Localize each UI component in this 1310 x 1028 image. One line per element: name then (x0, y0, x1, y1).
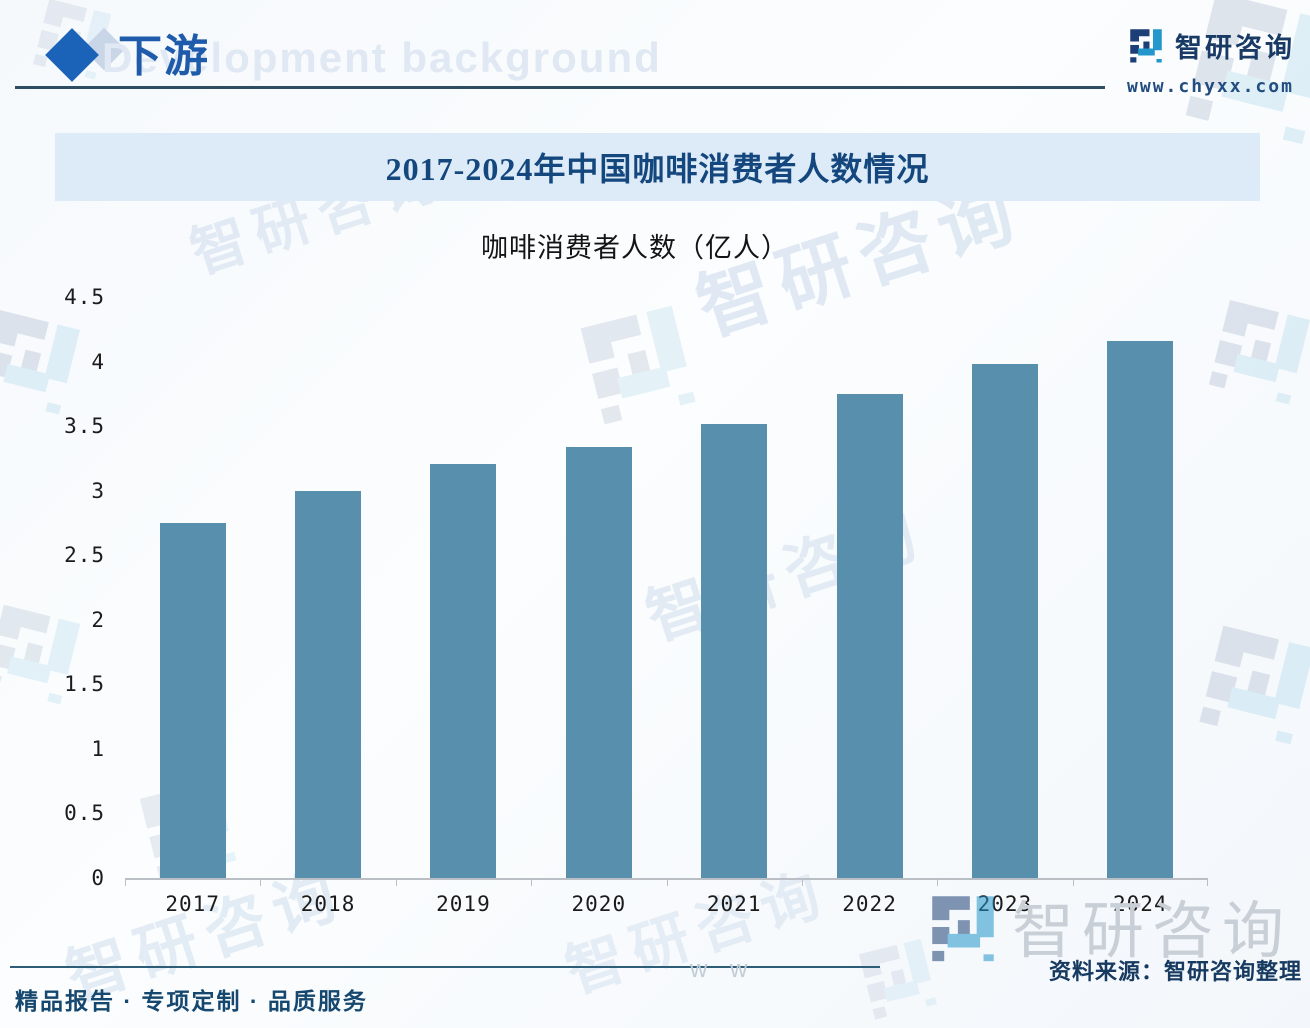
y-axis-labels: 0 0.5 1 1.5 2 2.5 3 3.5 4 4.5 (20, 285, 105, 890)
bar-2019 (430, 463, 497, 878)
chart-banner-title: 2017-2024年中国咖啡消费者人数情况 (385, 151, 930, 187)
x-tick-label: 2023 (977, 892, 1033, 916)
x-axis-tick (801, 880, 803, 886)
bar-2020 (565, 446, 632, 878)
x-axis-tick (937, 880, 939, 886)
bar-2024 (1107, 340, 1174, 878)
x-axis-tick (125, 880, 126, 886)
y-tick-label: 3.5 (64, 414, 105, 439)
x-tick-label: 2022 (842, 892, 897, 916)
title-banner: 2017-2024年中国咖啡消费者人数情况 (55, 133, 1260, 201)
bar-2021 (701, 423, 768, 878)
chart-title: 咖啡消费者人数（亿人） (481, 233, 789, 263)
y-tick-label: 2.5 (64, 543, 105, 568)
bar-2017 (159, 522, 226, 878)
x-axis-line (125, 878, 1208, 880)
y-tick-label: 4.5 (64, 285, 105, 309)
y-tick-label: 1 (91, 736, 105, 761)
y-tick-label: 1.5 (64, 672, 105, 697)
brand-watermark-icon (1193, 283, 1310, 416)
y-tick-label: 4 (91, 349, 105, 374)
y-tick-label: 3 (91, 478, 105, 503)
x-axis-tick (1072, 880, 1074, 886)
x-axis-tick (1207, 880, 1208, 886)
x-tick-label: 2018 (300, 892, 356, 916)
brand-watermark-icon (21, 0, 124, 89)
y-tick-label: 2 (91, 607, 105, 632)
x-tick-label: 2017 (165, 892, 220, 916)
y-tick-label: 0.5 (64, 801, 105, 826)
x-axis-tick (260, 880, 262, 886)
plot-area: 2017 2018 2019 2020 2021 2022 2023 2024 (125, 297, 1208, 916)
x-axis-tick (666, 880, 668, 886)
x-tick-label: 2019 (436, 892, 491, 916)
bar-2023 (971, 364, 1038, 878)
x-tick-label: 2021 (706, 892, 762, 916)
y-tick-label: 0 (91, 866, 105, 890)
brand-watermark-icon (846, 926, 949, 1028)
x-axis-tick (531, 880, 533, 886)
bar-2022 (836, 393, 903, 878)
bar-2018 (295, 490, 362, 878)
x-tick-label: 2020 (571, 892, 627, 916)
x-tick-label: 2024 (1113, 892, 1168, 916)
x-axis-tick (395, 880, 397, 886)
